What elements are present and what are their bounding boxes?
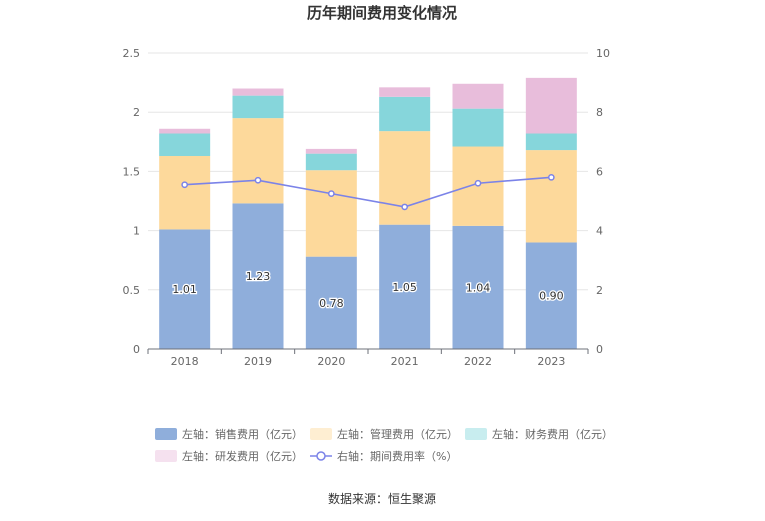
line-point [401,203,409,211]
data-label: 0.78 [319,297,344,310]
legend[interactable]: 左轴：销售费用（亿元） 左轴：管理费用（亿元） 左轴：财务费用（亿元） 左轴：研发费用… [155,427,613,463]
bar-segment [232,95,284,119]
bar-segment [232,203,284,349]
legend-label: 左轴：销售费用（亿元） [182,427,303,441]
bar-segment [379,87,431,97]
right-axis-tick-label: 4 [596,225,603,238]
data-label: 1.04 [466,281,491,294]
label-layer: 1.01 1.23 0.78 1.05 1.04 0.90 [171,269,565,311]
data-label: 1.01 [172,283,197,296]
line-point [254,176,262,184]
bar-segment [305,148,357,154]
bar-segment [379,96,431,132]
left-axis-tick-label: 1 [133,225,140,238]
x-axis-tick-label: 2019 [244,355,272,368]
line-point [547,173,555,181]
bar-segment [379,131,431,225]
bar-segment [232,118,284,204]
bar-segment [452,225,504,349]
legend-item[interactable]: 左轴：管理费用（亿元） [310,427,458,441]
right-axis-tick-label: 2 [596,284,603,297]
left-axis-tick-label: 2 [133,106,140,119]
legend-label: 右轴：期间费用率（%） [337,449,457,463]
legend-item[interactable]: 右轴：期间费用率（%） [310,449,457,463]
left-axis-tick-label: 0.5 [123,284,141,297]
legend-swatch [465,428,487,440]
legend-label: 左轴：财务费用（亿元） [492,427,613,441]
line-point [327,190,335,197]
legend-item[interactable]: 左轴：财务费用（亿元） [465,427,613,441]
source-note: 数据来源：恒生聚源 [328,491,436,506]
left-axis-tick-label: 0 [133,343,140,356]
x-axis-tick-label: 2023 [537,355,565,368]
data-label: 0.90 [539,290,564,303]
bar-layer [159,77,577,349]
bar-segment [452,83,504,109]
right-axis-tick-label: 0 [596,343,603,356]
bar-segment [159,229,211,349]
data-label: 1.05 [392,281,417,294]
left-axis-tick-label: 1.5 [123,165,141,178]
legend-label: 左轴：研发费用（亿元） [182,449,303,463]
bar-segment [159,128,211,134]
x-axis-tick-label: 2020 [317,355,345,368]
bar-segment [525,133,577,151]
legend-swatch [155,450,177,462]
bar-segment [232,88,284,96]
legend-swatch [310,428,332,440]
right-axis-tick-label: 10 [596,47,610,60]
legend-item[interactable]: 左轴：研发费用（亿元） [155,449,303,463]
chart-title: 历年期间费用变化情况 [307,4,457,22]
bar-segment [305,153,357,171]
x-axis-tick-label: 2021 [391,355,419,368]
bar-segment [452,108,504,147]
axis-layer: 0 0.5 1 1.5 2 2.5 0 2 4 6 8 10 2018 2019 2020 2021 2022 2… [123,47,611,368]
x-axis-tick-label: 2018 [171,355,199,368]
bar-segment [159,156,211,230]
line-layer [181,173,555,211]
bar-segment [305,256,357,349]
bar-segment [379,224,431,349]
bar-segment [525,150,577,243]
bar-segment [525,242,577,349]
right-axis-tick-label: 8 [596,106,603,119]
left-axis-tick-label: 2.5 [123,47,141,60]
legend-swatch [155,428,177,440]
legend-item[interactable]: 左轴：销售费用（亿元） [155,427,303,441]
right-axis-tick-label: 6 [596,165,603,178]
bar-segment [159,133,211,157]
grid-layer [148,52,588,291]
bar-segment [305,170,357,257]
legend-marker [316,451,326,461]
x-axis-tick-label: 2022 [464,355,492,368]
bar-segment [525,77,577,134]
line-point [181,181,189,189]
legend-label: 左轴：管理费用（亿元） [337,427,458,441]
data-label: 1.23 [246,270,271,283]
line-point [474,179,482,187]
line-series [184,176,552,208]
